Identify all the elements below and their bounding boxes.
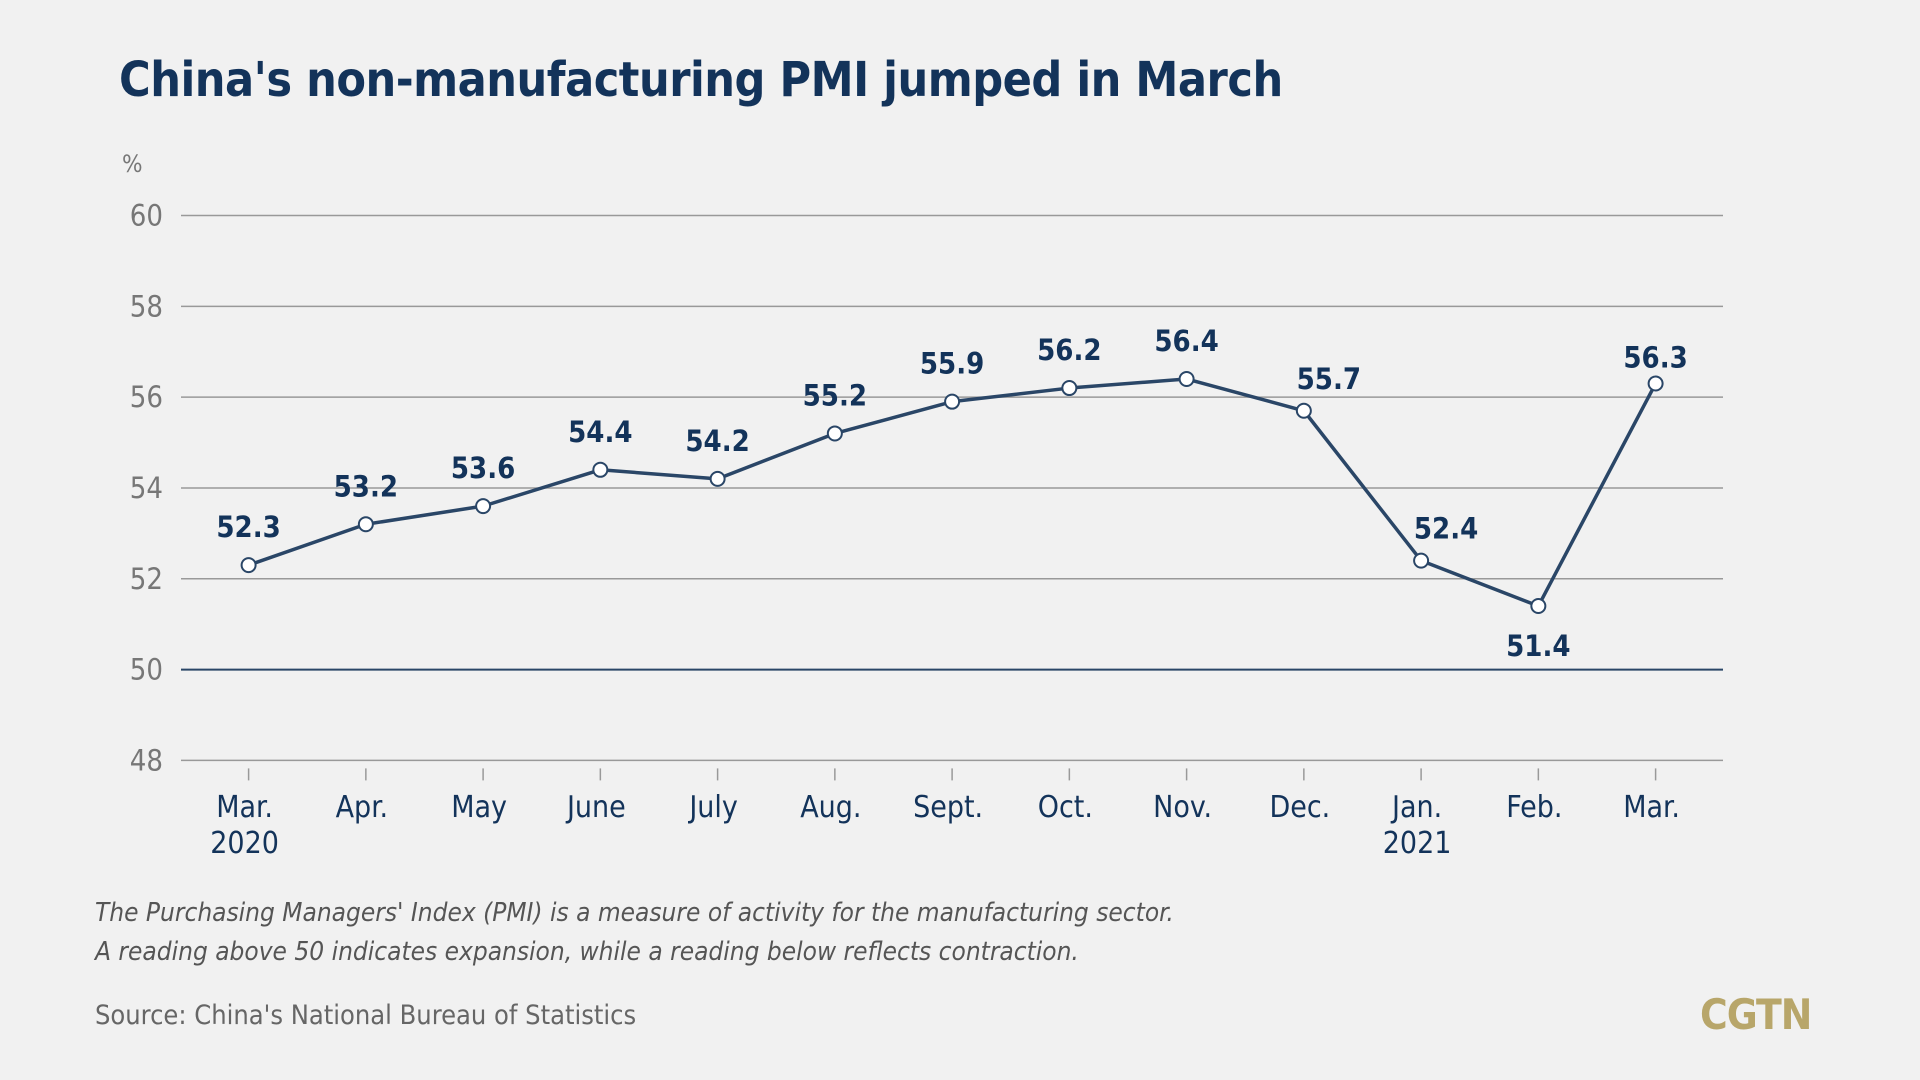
data-point [709, 470, 726, 487]
x-tick-label: Apr. [336, 790, 389, 825]
x-tick-label: Mar. [216, 790, 273, 825]
y-tick-label: 48 [130, 743, 163, 777]
data-label: 54.4 [568, 415, 632, 449]
x-tick-label: May [451, 790, 507, 825]
y-tick-label: 52 [130, 562, 163, 596]
data-label: 56.4 [1154, 324, 1218, 358]
data-point [592, 461, 609, 478]
data-point [475, 498, 492, 515]
data-label: 52.3 [216, 510, 280, 544]
x-tick-label: 2020 [210, 826, 279, 861]
data-point [1178, 370, 1195, 387]
x-tick-label: 2021 [1383, 826, 1452, 861]
data-point [1647, 375, 1664, 392]
data-label: 54.2 [685, 424, 749, 458]
y-tick-label: 60 [130, 199, 163, 233]
y-tick-label: 54 [130, 471, 163, 505]
data-point [944, 393, 961, 410]
data-label: 55.9 [920, 347, 984, 381]
x-tick-label: Mar. [1623, 790, 1680, 825]
data-label: 56.3 [1623, 341, 1687, 375]
x-tick-label: Jan. [1390, 790, 1442, 825]
data-point [357, 516, 374, 533]
x-tick-label: Dec. [1269, 790, 1330, 825]
data-label: 53.6 [451, 451, 515, 485]
chart-title: China's non-manufacturing PMI jumped in … [119, 52, 1283, 108]
y-axis-unit: % [122, 150, 143, 178]
x-tick-label: June [565, 790, 626, 825]
data-label: 55.2 [803, 378, 867, 412]
x-tick-label: Feb. [1506, 790, 1562, 825]
y-tick-label: 50 [130, 653, 163, 687]
data-label: 55.7 [1297, 362, 1361, 396]
data-point [1530, 598, 1547, 615]
x-tick-label: Aug. [800, 790, 861, 825]
data-point [826, 425, 843, 442]
source-note: Source: China's National Bureau of Stati… [95, 1000, 637, 1031]
data-label: 53.2 [334, 469, 398, 503]
x-tick-label: Sept. [913, 790, 983, 825]
data-point [240, 557, 257, 574]
data-label: 56.2 [1037, 333, 1101, 367]
data-label: 52.4 [1414, 512, 1478, 546]
footnote-1: The Purchasing Managers' Index (PMI) is … [95, 898, 1174, 928]
x-tick-label: Nov. [1153, 790, 1212, 825]
y-tick-label: 56 [130, 380, 163, 414]
data-point [1061, 380, 1078, 397]
x-tick-label: July [687, 790, 738, 825]
y-tick-label: 58 [130, 289, 163, 323]
footnote-2: A reading above 50 indicates expansion, … [95, 937, 1079, 967]
data-point [1413, 552, 1430, 569]
data-label: 51.4 [1506, 629, 1570, 663]
series-line [248, 377, 1658, 608]
cgtn-logo: CGTN [1700, 990, 1812, 1039]
data-point [1295, 402, 1312, 419]
x-tick-label: Oct. [1038, 790, 1093, 825]
